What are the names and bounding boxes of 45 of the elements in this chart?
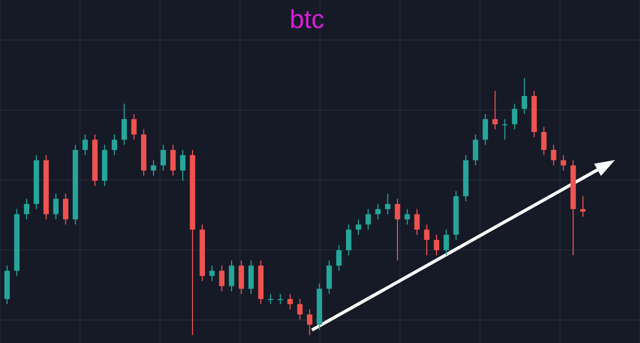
candlestick [522,78,528,114]
candlestick [580,196,586,218]
candlestick [550,144,556,166]
candlestick [356,218,362,236]
candlestick [209,265,215,282]
candlestick [346,224,352,256]
candlestick [326,260,332,294]
candlestick [122,103,127,146]
candlestick [512,103,518,130]
candlestick [150,160,156,176]
candlestick [62,193,68,225]
candlestick [160,144,166,172]
candlestick [414,208,420,236]
candlestick [112,134,118,156]
candlestick [434,234,440,256]
candlestick [278,293,284,305]
candlestick [268,293,274,305]
candlestick [424,224,430,256]
candlestick [82,134,88,156]
candlestick [394,198,400,261]
candlestick [385,193,390,215]
candlestick [228,260,234,292]
candlestick [180,149,186,182]
candlestick [502,118,508,140]
candlestick [238,260,244,294]
candlestick [131,113,137,140]
candlestick [404,208,410,225]
candlestick [472,134,478,166]
candlestick [375,203,381,220]
candlestick [297,298,303,320]
candlestick [287,293,293,310]
chart-title: btc [290,4,324,34]
candlestick [248,260,254,294]
candlestick [24,198,30,220]
candlestick [306,308,312,336]
candlestick [560,154,566,172]
candlestick [170,144,176,176]
candlestick [336,244,342,272]
candlestick [482,113,488,146]
candlestick [492,90,498,130]
candlestick [444,229,449,256]
candlestick [541,126,547,156]
candlestick [366,208,371,230]
candlestick [53,193,59,220]
candlestick [219,265,224,292]
